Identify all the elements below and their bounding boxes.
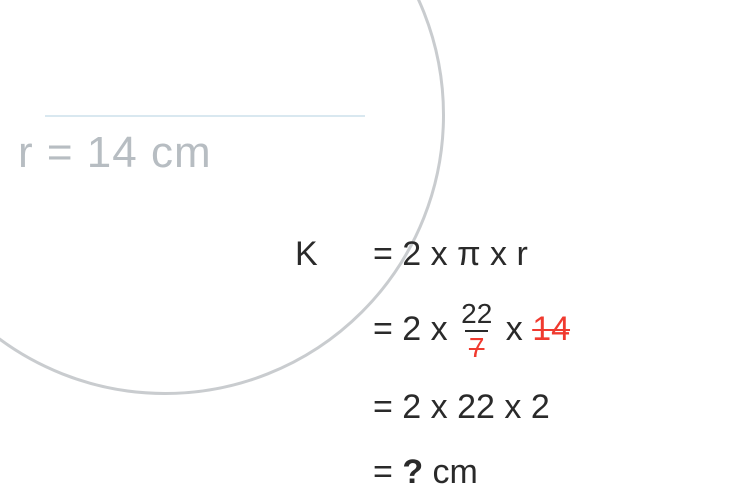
formula-line-3: = ? cm (295, 453, 570, 492)
cancelled-number: 14 (532, 310, 570, 348)
formula-rhs: = 2 x 227 x 14 (373, 300, 570, 362)
formula-line-2: = 2 x 22 x 2 (295, 388, 570, 427)
formula-rhs: = 2 x 22 x 2 (373, 388, 550, 427)
formula-line-0: K= 2 x π x r (295, 235, 570, 274)
formula-block: K= 2 x π x r = 2 x 227 x 14 = 2 x 22 x 2 = … (295, 235, 570, 492)
formula-line-1: = 2 x 227 x 14 (295, 300, 570, 362)
formula-rhs: = ? cm (373, 453, 478, 492)
fraction-denominator: 7 (465, 330, 489, 362)
question-mark: ? (402, 453, 423, 491)
fraction-numerator: 22 (457, 300, 496, 330)
formula-rhs: = 2 x π x r (373, 235, 528, 274)
fraction: 227 (457, 300, 496, 362)
radius-label: r = 14 cm (18, 128, 212, 178)
radius-line (45, 115, 365, 117)
formula-lhs: K (295, 235, 373, 274)
